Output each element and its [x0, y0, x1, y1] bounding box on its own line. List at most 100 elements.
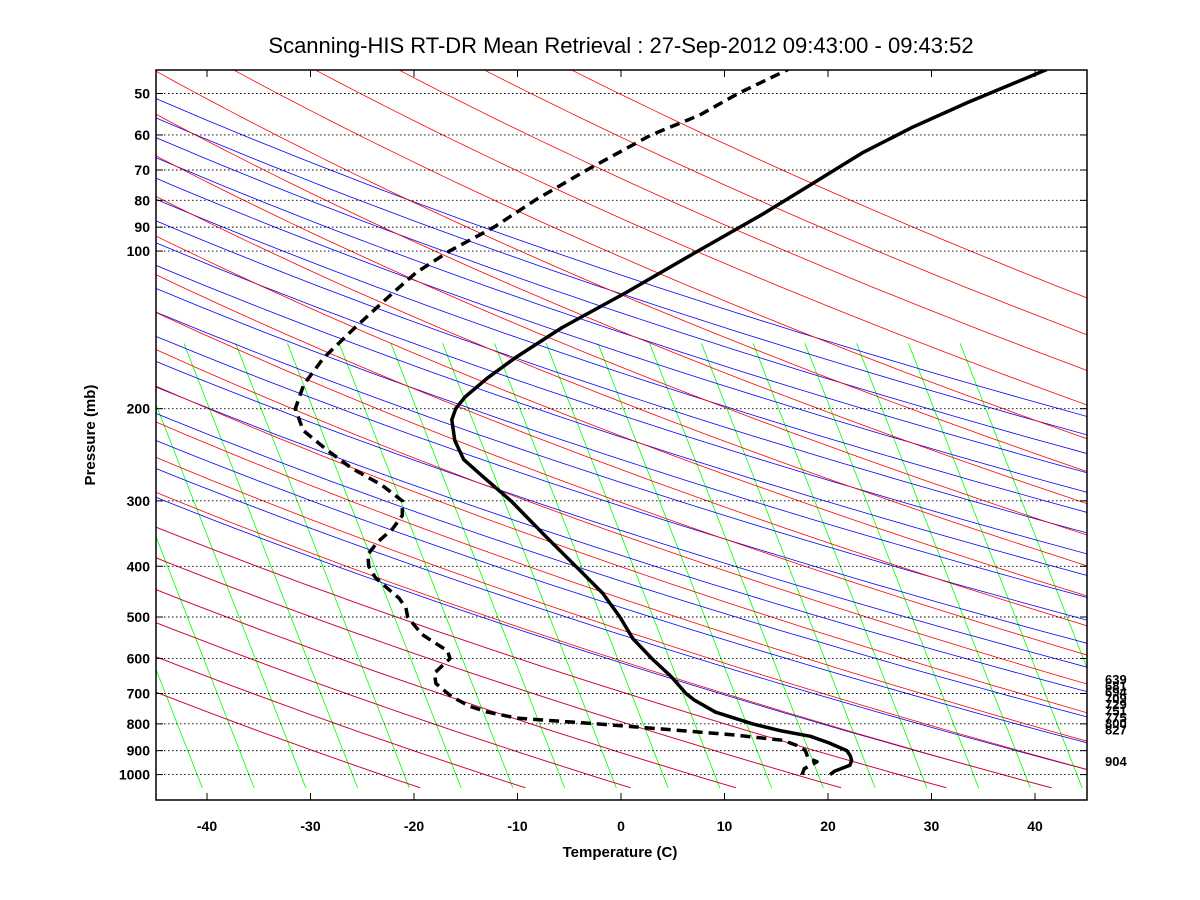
moist-adiabat — [156, 274, 1087, 627]
mixing-ratio-line — [156, 403, 307, 788]
moist-adiabat — [156, 349, 1087, 685]
x-tick-label: 0 — [617, 818, 625, 834]
dry-adiabat — [156, 468, 1087, 771]
y-tick-label: 70 — [134, 162, 150, 178]
moist-adiabat — [314, 70, 1087, 406]
moist-adiabat — [156, 70, 1087, 472]
y-tick-label: 900 — [127, 743, 151, 759]
mixing-ratio-line — [752, 343, 928, 788]
x-tick-label: 10 — [717, 818, 733, 834]
moist-adiabat — [156, 656, 526, 789]
dry-adiabat — [156, 496, 1052, 789]
mixing-ratio-line — [156, 535, 255, 788]
x-tick-label: 20 — [820, 818, 836, 834]
y-tick-label: 50 — [134, 86, 150, 102]
side-level-label: 775 — [1105, 710, 1127, 725]
moist-adiabat — [156, 113, 1087, 505]
x-axis-ticks: -40 -30 -20 -10 0 10 20 30 40 — [197, 70, 1043, 834]
moist-adiabat — [156, 312, 1087, 656]
y-tick-label: 200 — [127, 401, 151, 417]
moist-adiabat — [156, 196, 1087, 567]
dry-adiabat — [156, 157, 1087, 474]
dry-adiabat — [156, 440, 1087, 744]
sounding-profiles — [293, 70, 1048, 776]
y-tick-label: 600 — [127, 650, 151, 666]
x-tick-label: 30 — [924, 818, 940, 834]
side-level-label: 827 — [1105, 722, 1127, 737]
moist-adiabat — [232, 70, 1087, 440]
moist-adiabat — [570, 70, 1087, 299]
moist-adiabat — [156, 691, 421, 789]
mixing-ratio-line — [908, 343, 1083, 788]
side-level-label: 800 — [1105, 716, 1127, 731]
dewpoint-profile-line — [293, 70, 819, 776]
mixing-ratio-line — [856, 343, 1031, 788]
plot-frame — [155, 69, 1088, 801]
y-tick-label: 60 — [134, 127, 150, 143]
mixing-ratio-line — [649, 343, 824, 788]
moist-adiabat — [156, 557, 842, 789]
moist-adiabat — [156, 155, 1087, 536]
moist-adiabat — [398, 70, 1087, 371]
mixing-ratio-line — [442, 343, 617, 788]
moist-adiabat — [156, 456, 1087, 770]
dry-adiabat — [156, 137, 1087, 455]
side-level-label: 694 — [1105, 685, 1127, 700]
dry-adiabat — [156, 264, 1087, 576]
dry-adiabat — [156, 311, 1087, 621]
moist-adiabat — [156, 385, 1087, 714]
mixing-ratio-line — [959, 343, 1087, 670]
side-level-label: 729 — [1105, 697, 1127, 712]
side-level-label: 639 — [1105, 672, 1127, 687]
moist-adiabat — [156, 622, 631, 789]
dry-adiabat — [156, 386, 1087, 693]
moist-adiabat — [156, 589, 737, 789]
y-tick-label: 300 — [127, 493, 151, 509]
dry-adiabat — [156, 242, 1087, 555]
moist-adiabat — [483, 70, 1087, 336]
dry-adiabat — [156, 117, 1087, 436]
y-tick-label: 500 — [127, 609, 151, 625]
dry-adiabat — [156, 691, 421, 789]
mixing-ratio-line — [235, 343, 410, 788]
y-tick-label: 80 — [134, 192, 150, 208]
mixing-ratio-line — [183, 343, 358, 788]
dry-adiabat — [156, 412, 1087, 718]
mixing-ratio-line — [287, 343, 462, 788]
y-tick-label: 800 — [127, 716, 151, 732]
y-axis-label: Pressure (mb) — [82, 385, 99, 486]
moist-adiabat — [156, 421, 1087, 742]
mixing-ratio-line — [156, 668, 203, 788]
mixing-ratio-line — [0, 343, 47, 788]
y-tick-label: 700 — [127, 685, 151, 701]
mixing-ratio-line — [701, 343, 876, 788]
mixing-ratio-line — [494, 343, 669, 788]
x-tick-label: -20 — [404, 818, 424, 834]
x-axis-label: Temperature (C) — [563, 844, 678, 861]
dry-adiabat — [156, 360, 1087, 668]
moist-adiabat — [156, 526, 947, 789]
chart-title: Scanning-HIS RT-DR Mean Retrieval : 27-S… — [268, 33, 973, 58]
mixing-ratio-line — [338, 343, 514, 788]
x-tick-label: 40 — [1027, 818, 1043, 834]
dry-adiabat — [156, 98, 1087, 417]
dry-adiabat — [156, 220, 1087, 534]
temperature-profile-line — [450, 70, 1048, 776]
y-tick-label: 90 — [134, 219, 150, 235]
y-tick-label: 400 — [127, 558, 151, 574]
isobar-gridlines — [156, 93, 1087, 776]
y-tick-label: 100 — [127, 243, 151, 259]
y-tick-label: 1000 — [119, 767, 150, 783]
dry-adiabat — [156, 336, 1087, 644]
moist-adiabat — [156, 491, 1051, 789]
side-level-label: 751 — [1105, 704, 1127, 719]
dry-adiabat — [156, 198, 1087, 513]
plot-background-lines — [0, 70, 1087, 789]
mixing-ratio-line — [390, 343, 565, 788]
moist-adiabat — [156, 235, 1087, 597]
x-tick-label: -40 — [197, 818, 217, 834]
dry-adiabat — [156, 288, 1087, 598]
dry-adiabat — [156, 177, 1087, 493]
